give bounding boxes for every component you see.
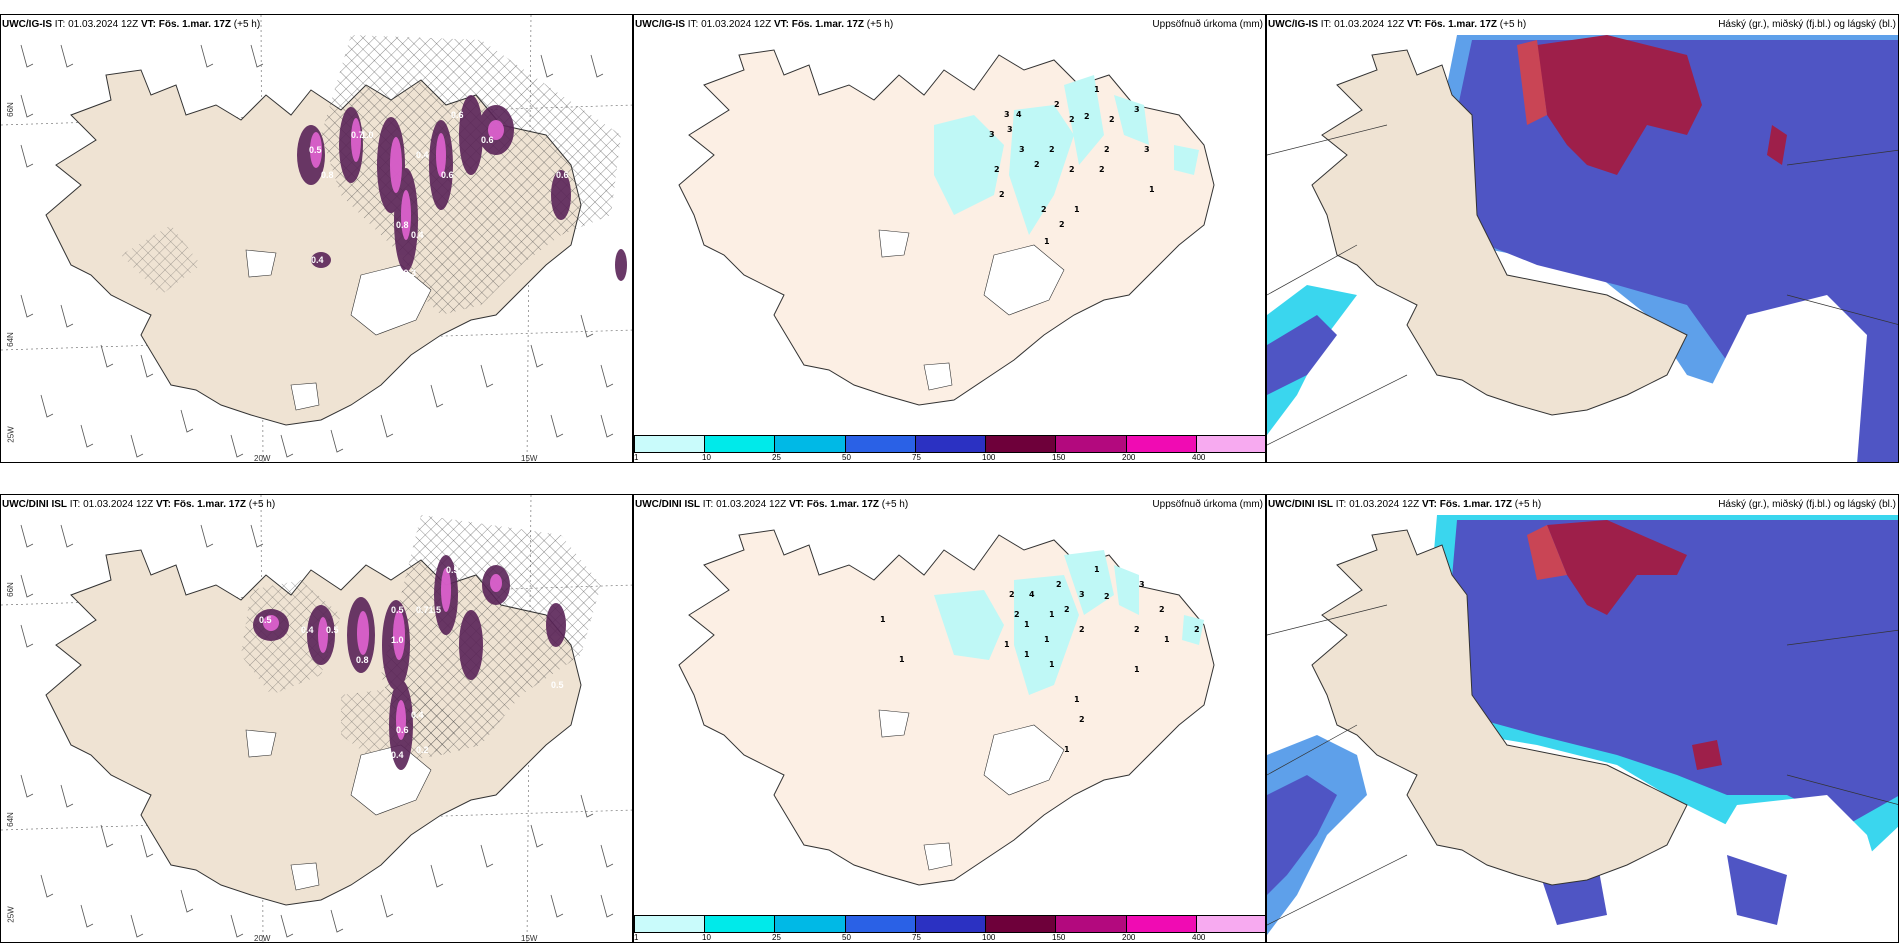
panel-precip-ig-is: UWC/IG-IS IT: 01.03.2024 12Z VT: Fös. 1.…: [633, 14, 1266, 463]
panel-title: UWC/DINI ISL IT: 01.03.2024 12Z VT: Fös.…: [2, 499, 276, 510]
iceland-landmass: [1311, 49, 1688, 416]
lat-66n-label: 66N: [5, 582, 15, 597]
lat-64n-label: 64N: [5, 812, 15, 827]
panel-cloud-dini-isl: UWC/DINI ISL IT: 01.03.2024 12Z VT: Fös.…: [1266, 494, 1899, 943]
panel-cloud-ig-is: UWC/IG-IS IT: 01.03.2024 12Z VT: Fös. 1.…: [1266, 14, 1899, 463]
colorbar-segment: [705, 916, 776, 932]
lon-20w-label: 20W: [254, 934, 271, 943]
precip-panel-title: Uppsöfnuð úrkoma (mm): [1152, 19, 1263, 30]
precip-map-dini-isl: [678, 529, 1215, 886]
wind-map-ig-is: [1, 15, 632, 462]
wind-value-labels: 0.5 0.5 0.4 0.5 0.5 0.71.5 1.0 0.8 0.6 0…: [259, 565, 564, 760]
lon-25w-label: 25W: [6, 906, 16, 923]
precip-colorbar: [634, 915, 1265, 933]
cloud-map-dini-isl: [1267, 495, 1898, 942]
colorbar-segment: [635, 436, 706, 452]
lon-20w-label: 20W: [254, 454, 271, 463]
colorbar-segment: [1056, 916, 1127, 932]
panel-title: UWC/IG-IS IT: 01.03.2024 12Z VT: Fös. 1.…: [2, 19, 261, 30]
cloud-map-ig-is: [1267, 15, 1898, 462]
panel-wind-ig-is: UWC/IG-IS IT: 01.03.2024 12Z VT: Fös. 1.…: [0, 14, 633, 463]
colorbar-segment: [845, 916, 916, 932]
cloud-panel-title: Háský (gr.), miðský (fj.bl.) og lágský (…: [1718, 499, 1896, 510]
colorbar-segment: [1126, 916, 1197, 932]
wind-map-dini-isl: [1, 495, 632, 942]
colorbar-segment: [635, 916, 706, 932]
lon-25w-label: 25W: [6, 426, 16, 443]
precip-value-labels: 1 2 4 2 3 2 3 2 2 1 1 2 1 2 1 1 1 1 2 2 …: [880, 565, 1200, 754]
colorbar-segment: [915, 916, 987, 932]
colorbar-segment: [1126, 436, 1197, 452]
colorbar-labels: 1 10 25 50 75 100 150 200 400: [634, 933, 1206, 942]
wind-value-labels: 0.6 0.7 1.0 0.5 0.4 0.6 0.8 0.4 0.40.3 0…: [309, 110, 569, 278]
precip-value-labels: 1 3 4 2 2 2 2 3 3 3 3 2 2 2 3 2 2 2 2 1 …: [989, 85, 1155, 246]
colorbar-segment: [1196, 436, 1265, 452]
panel-title: UWC/IG-IS IT: 01.03.2024 12Z VT: Fös. 1.…: [635, 19, 894, 30]
colorbar-segment: [986, 436, 1057, 452]
colorbar-segment: [845, 436, 916, 452]
lon-15w-label: 15W: [521, 454, 538, 463]
colorbar-segment: [775, 436, 846, 452]
colorbar-segment: [915, 436, 987, 452]
panel-title: UWC/DINI ISL IT: 01.03.2024 12Z VT: Fös.…: [1268, 499, 1542, 510]
colorbar-labels: 1 10 25 50 75 100 150 200 400: [634, 453, 1206, 462]
precip-colorbar: [634, 435, 1265, 453]
colorbar-segment: [1056, 436, 1127, 452]
lat-64n-label: 64N: [5, 332, 15, 347]
panel-title: UWC/DINI ISL IT: 01.03.2024 12Z VT: Fös.…: [635, 499, 909, 510]
cloud-panel-title: Háský (gr.), miðský (fj.bl.) og lágský (…: [1718, 19, 1896, 30]
panel-precip-dini-isl: UWC/DINI ISL IT: 01.03.2024 12Z VT: Fös.…: [633, 494, 1266, 943]
panel-title: UWC/IG-IS IT: 01.03.2024 12Z VT: Fös. 1.…: [1268, 19, 1527, 30]
colorbar-segment: [986, 916, 1057, 932]
colorbar-segment: [705, 436, 776, 452]
precip-panel-title: Uppsöfnuð úrkoma (mm): [1152, 499, 1263, 510]
iceland-landmass: [1311, 529, 1688, 886]
colorbar-segment: [1196, 916, 1265, 932]
iceland-landmass: [678, 529, 1215, 886]
colorbar-segment: [775, 916, 846, 932]
precip-map-ig-is: [678, 49, 1215, 406]
panel-wind-dini-isl: UWC/DINI ISL IT: 01.03.2024 12Z VT: Fös.…: [0, 494, 633, 943]
lat-66n-label: 66N: [5, 102, 15, 117]
lon-15w-label: 15W: [521, 934, 538, 943]
